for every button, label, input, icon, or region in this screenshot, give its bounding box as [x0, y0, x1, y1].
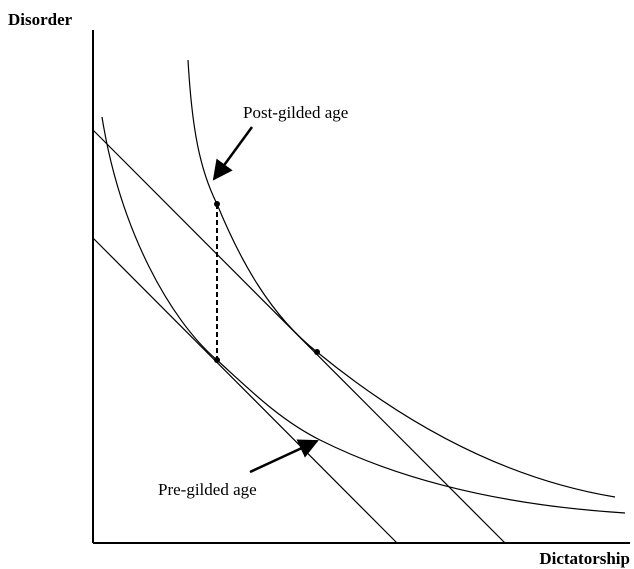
arrow: [212, 126, 254, 181]
arrow: [249, 439, 319, 474]
x-axis-label: Dictatorship: [539, 549, 630, 568]
point: [314, 349, 320, 355]
point: [214, 201, 220, 207]
lower-line: [92, 237, 398, 544]
point: [214, 357, 220, 363]
y-axis-label: Disorder: [8, 10, 73, 29]
annotation: Pre-gilded age: [158, 480, 257, 499]
annotation: Post-gilded age: [243, 103, 348, 122]
upper-line: [92, 129, 506, 544]
pre-curve: [101, 116, 626, 514]
post-curve: [187, 59, 616, 498]
